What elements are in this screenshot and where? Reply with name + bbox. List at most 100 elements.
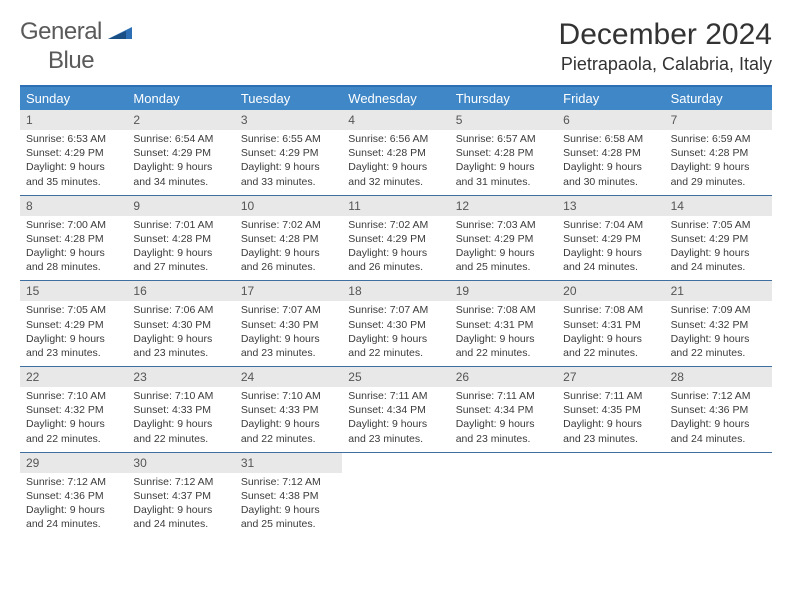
- weekday-header: Friday: [557, 87, 664, 110]
- day-cell: 4Sunrise: 6:56 AMSunset: 4:28 PMDaylight…: [342, 110, 449, 195]
- day-detail-line: Daylight: 9 hours: [26, 332, 121, 346]
- day-detail-line: and 26 minutes.: [348, 260, 443, 274]
- day-detail-line: Daylight: 9 hours: [348, 246, 443, 260]
- week-row: 1Sunrise: 6:53 AMSunset: 4:29 PMDaylight…: [20, 110, 772, 196]
- day-detail-line: and 22 minutes.: [26, 432, 121, 446]
- day-detail-line: Sunrise: 7:02 AM: [241, 218, 336, 232]
- day-detail-line: Sunrise: 7:12 AM: [671, 389, 766, 403]
- day-detail-line: Daylight: 9 hours: [241, 332, 336, 346]
- day-detail-line: Sunrise: 7:10 AM: [241, 389, 336, 403]
- day-detail-line: and 24 minutes.: [26, 517, 121, 531]
- day-details: Sunrise: 7:02 AMSunset: 4:28 PMDaylight:…: [235, 216, 342, 281]
- weekday-header: Tuesday: [235, 87, 342, 110]
- day-detail-line: Daylight: 9 hours: [133, 332, 228, 346]
- day-number: 7: [665, 110, 772, 130]
- day-detail-line: Sunset: 4:29 PM: [241, 146, 336, 160]
- day-detail-line: Daylight: 9 hours: [133, 503, 228, 517]
- day-detail-line: Sunset: 4:29 PM: [133, 146, 228, 160]
- day-details: Sunrise: 7:10 AMSunset: 4:32 PMDaylight:…: [20, 387, 127, 452]
- day-details: Sunrise: 7:02 AMSunset: 4:29 PMDaylight:…: [342, 216, 449, 281]
- day-cell: 11Sunrise: 7:02 AMSunset: 4:29 PMDayligh…: [342, 196, 449, 281]
- day-detail-line: Sunset: 4:32 PM: [26, 403, 121, 417]
- day-detail-line: and 27 minutes.: [133, 260, 228, 274]
- day-details: Sunrise: 7:12 AMSunset: 4:38 PMDaylight:…: [235, 473, 342, 538]
- day-cell: [557, 453, 664, 538]
- day-detail-line: Daylight: 9 hours: [241, 246, 336, 260]
- day-detail-line: Sunset: 4:29 PM: [348, 232, 443, 246]
- day-detail-line: Sunrise: 7:04 AM: [563, 218, 658, 232]
- day-detail-line: and 22 minutes.: [563, 346, 658, 360]
- day-cell: 22Sunrise: 7:10 AMSunset: 4:32 PMDayligh…: [20, 367, 127, 452]
- day-detail-line: Daylight: 9 hours: [241, 417, 336, 431]
- day-detail-line: Sunrise: 7:08 AM: [563, 303, 658, 317]
- day-detail-line: Daylight: 9 hours: [348, 160, 443, 174]
- day-details: Sunrise: 7:12 AMSunset: 4:36 PMDaylight:…: [20, 473, 127, 538]
- day-cell: [342, 453, 449, 538]
- calendar: SundayMondayTuesdayWednesdayThursdayFrid…: [20, 85, 772, 537]
- location-text: Pietrapaola, Calabria, Italy: [559, 54, 772, 75]
- day-detail-line: Daylight: 9 hours: [563, 160, 658, 174]
- day-detail-line: Daylight: 9 hours: [348, 332, 443, 346]
- day-details: Sunrise: 6:56 AMSunset: 4:28 PMDaylight:…: [342, 130, 449, 195]
- day-cell: 24Sunrise: 7:10 AMSunset: 4:33 PMDayligh…: [235, 367, 342, 452]
- day-number: 25: [342, 367, 449, 387]
- day-details: Sunrise: 7:07 AMSunset: 4:30 PMDaylight:…: [235, 301, 342, 366]
- day-detail-line: Sunrise: 7:07 AM: [241, 303, 336, 317]
- day-detail-line: and 24 minutes.: [671, 432, 766, 446]
- day-detail-line: Sunset: 4:28 PM: [133, 232, 228, 246]
- day-details: Sunrise: 7:10 AMSunset: 4:33 PMDaylight:…: [127, 387, 234, 452]
- day-detail-line: Sunset: 4:33 PM: [241, 403, 336, 417]
- day-detail-line: Daylight: 9 hours: [26, 417, 121, 431]
- day-number: 22: [20, 367, 127, 387]
- day-detail-line: Sunset: 4:36 PM: [671, 403, 766, 417]
- day-detail-line: Daylight: 9 hours: [26, 160, 121, 174]
- day-cell: 13Sunrise: 7:04 AMSunset: 4:29 PMDayligh…: [557, 196, 664, 281]
- day-cell: 14Sunrise: 7:05 AMSunset: 4:29 PMDayligh…: [665, 196, 772, 281]
- day-detail-line: Sunset: 4:36 PM: [26, 489, 121, 503]
- day-number: 14: [665, 196, 772, 216]
- week-row: 29Sunrise: 7:12 AMSunset: 4:36 PMDayligh…: [20, 453, 772, 538]
- day-cell: 5Sunrise: 6:57 AMSunset: 4:28 PMDaylight…: [450, 110, 557, 195]
- day-details: Sunrise: 7:12 AMSunset: 4:37 PMDaylight:…: [127, 473, 234, 538]
- day-detail-line: Sunset: 4:31 PM: [563, 318, 658, 332]
- day-cell: 18Sunrise: 7:07 AMSunset: 4:30 PMDayligh…: [342, 281, 449, 366]
- day-details: Sunrise: 7:07 AMSunset: 4:30 PMDaylight:…: [342, 301, 449, 366]
- day-detail-line: Sunset: 4:29 PM: [671, 232, 766, 246]
- day-number: 21: [665, 281, 772, 301]
- day-details: Sunrise: 6:58 AMSunset: 4:28 PMDaylight:…: [557, 130, 664, 195]
- header: General Blue December 2024 Pietrapaola, …: [20, 18, 772, 81]
- day-details: Sunrise: 6:57 AMSunset: 4:28 PMDaylight:…: [450, 130, 557, 195]
- weekday-header: Wednesday: [342, 87, 449, 110]
- day-number: 16: [127, 281, 234, 301]
- day-detail-line: Sunset: 4:32 PM: [671, 318, 766, 332]
- day-details: Sunrise: 7:08 AMSunset: 4:31 PMDaylight:…: [450, 301, 557, 366]
- day-number: 9: [127, 196, 234, 216]
- day-number: 29: [20, 453, 127, 473]
- day-detail-line: Daylight: 9 hours: [671, 417, 766, 431]
- day-detail-line: Daylight: 9 hours: [241, 503, 336, 517]
- day-detail-line: and 23 minutes.: [26, 346, 121, 360]
- day-detail-line: Sunset: 4:30 PM: [348, 318, 443, 332]
- day-cell: 15Sunrise: 7:05 AMSunset: 4:29 PMDayligh…: [20, 281, 127, 366]
- day-number: 6: [557, 110, 664, 130]
- day-number: 2: [127, 110, 234, 130]
- day-cell: 31Sunrise: 7:12 AMSunset: 4:38 PMDayligh…: [235, 453, 342, 538]
- day-detail-line: Daylight: 9 hours: [26, 503, 121, 517]
- day-details: Sunrise: 7:10 AMSunset: 4:33 PMDaylight:…: [235, 387, 342, 452]
- day-detail-line: Daylight: 9 hours: [133, 160, 228, 174]
- day-number: 3: [235, 110, 342, 130]
- day-detail-line: Sunset: 4:28 PM: [671, 146, 766, 160]
- day-cell: 2Sunrise: 6:54 AMSunset: 4:29 PMDaylight…: [127, 110, 234, 195]
- day-detail-line: Sunrise: 6:53 AM: [26, 132, 121, 146]
- day-detail-line: and 22 minutes.: [348, 346, 443, 360]
- day-cell: 28Sunrise: 7:12 AMSunset: 4:36 PMDayligh…: [665, 367, 772, 452]
- day-cell: 26Sunrise: 7:11 AMSunset: 4:34 PMDayligh…: [450, 367, 557, 452]
- day-detail-line: Sunrise: 7:03 AM: [456, 218, 551, 232]
- day-details: Sunrise: 6:54 AMSunset: 4:29 PMDaylight:…: [127, 130, 234, 195]
- day-detail-line: and 23 minutes.: [456, 432, 551, 446]
- day-detail-line: and 24 minutes.: [133, 517, 228, 531]
- day-detail-line: Daylight: 9 hours: [348, 417, 443, 431]
- day-detail-line: and 33 minutes.: [241, 175, 336, 189]
- day-details: Sunrise: 7:12 AMSunset: 4:36 PMDaylight:…: [665, 387, 772, 452]
- day-number: 15: [20, 281, 127, 301]
